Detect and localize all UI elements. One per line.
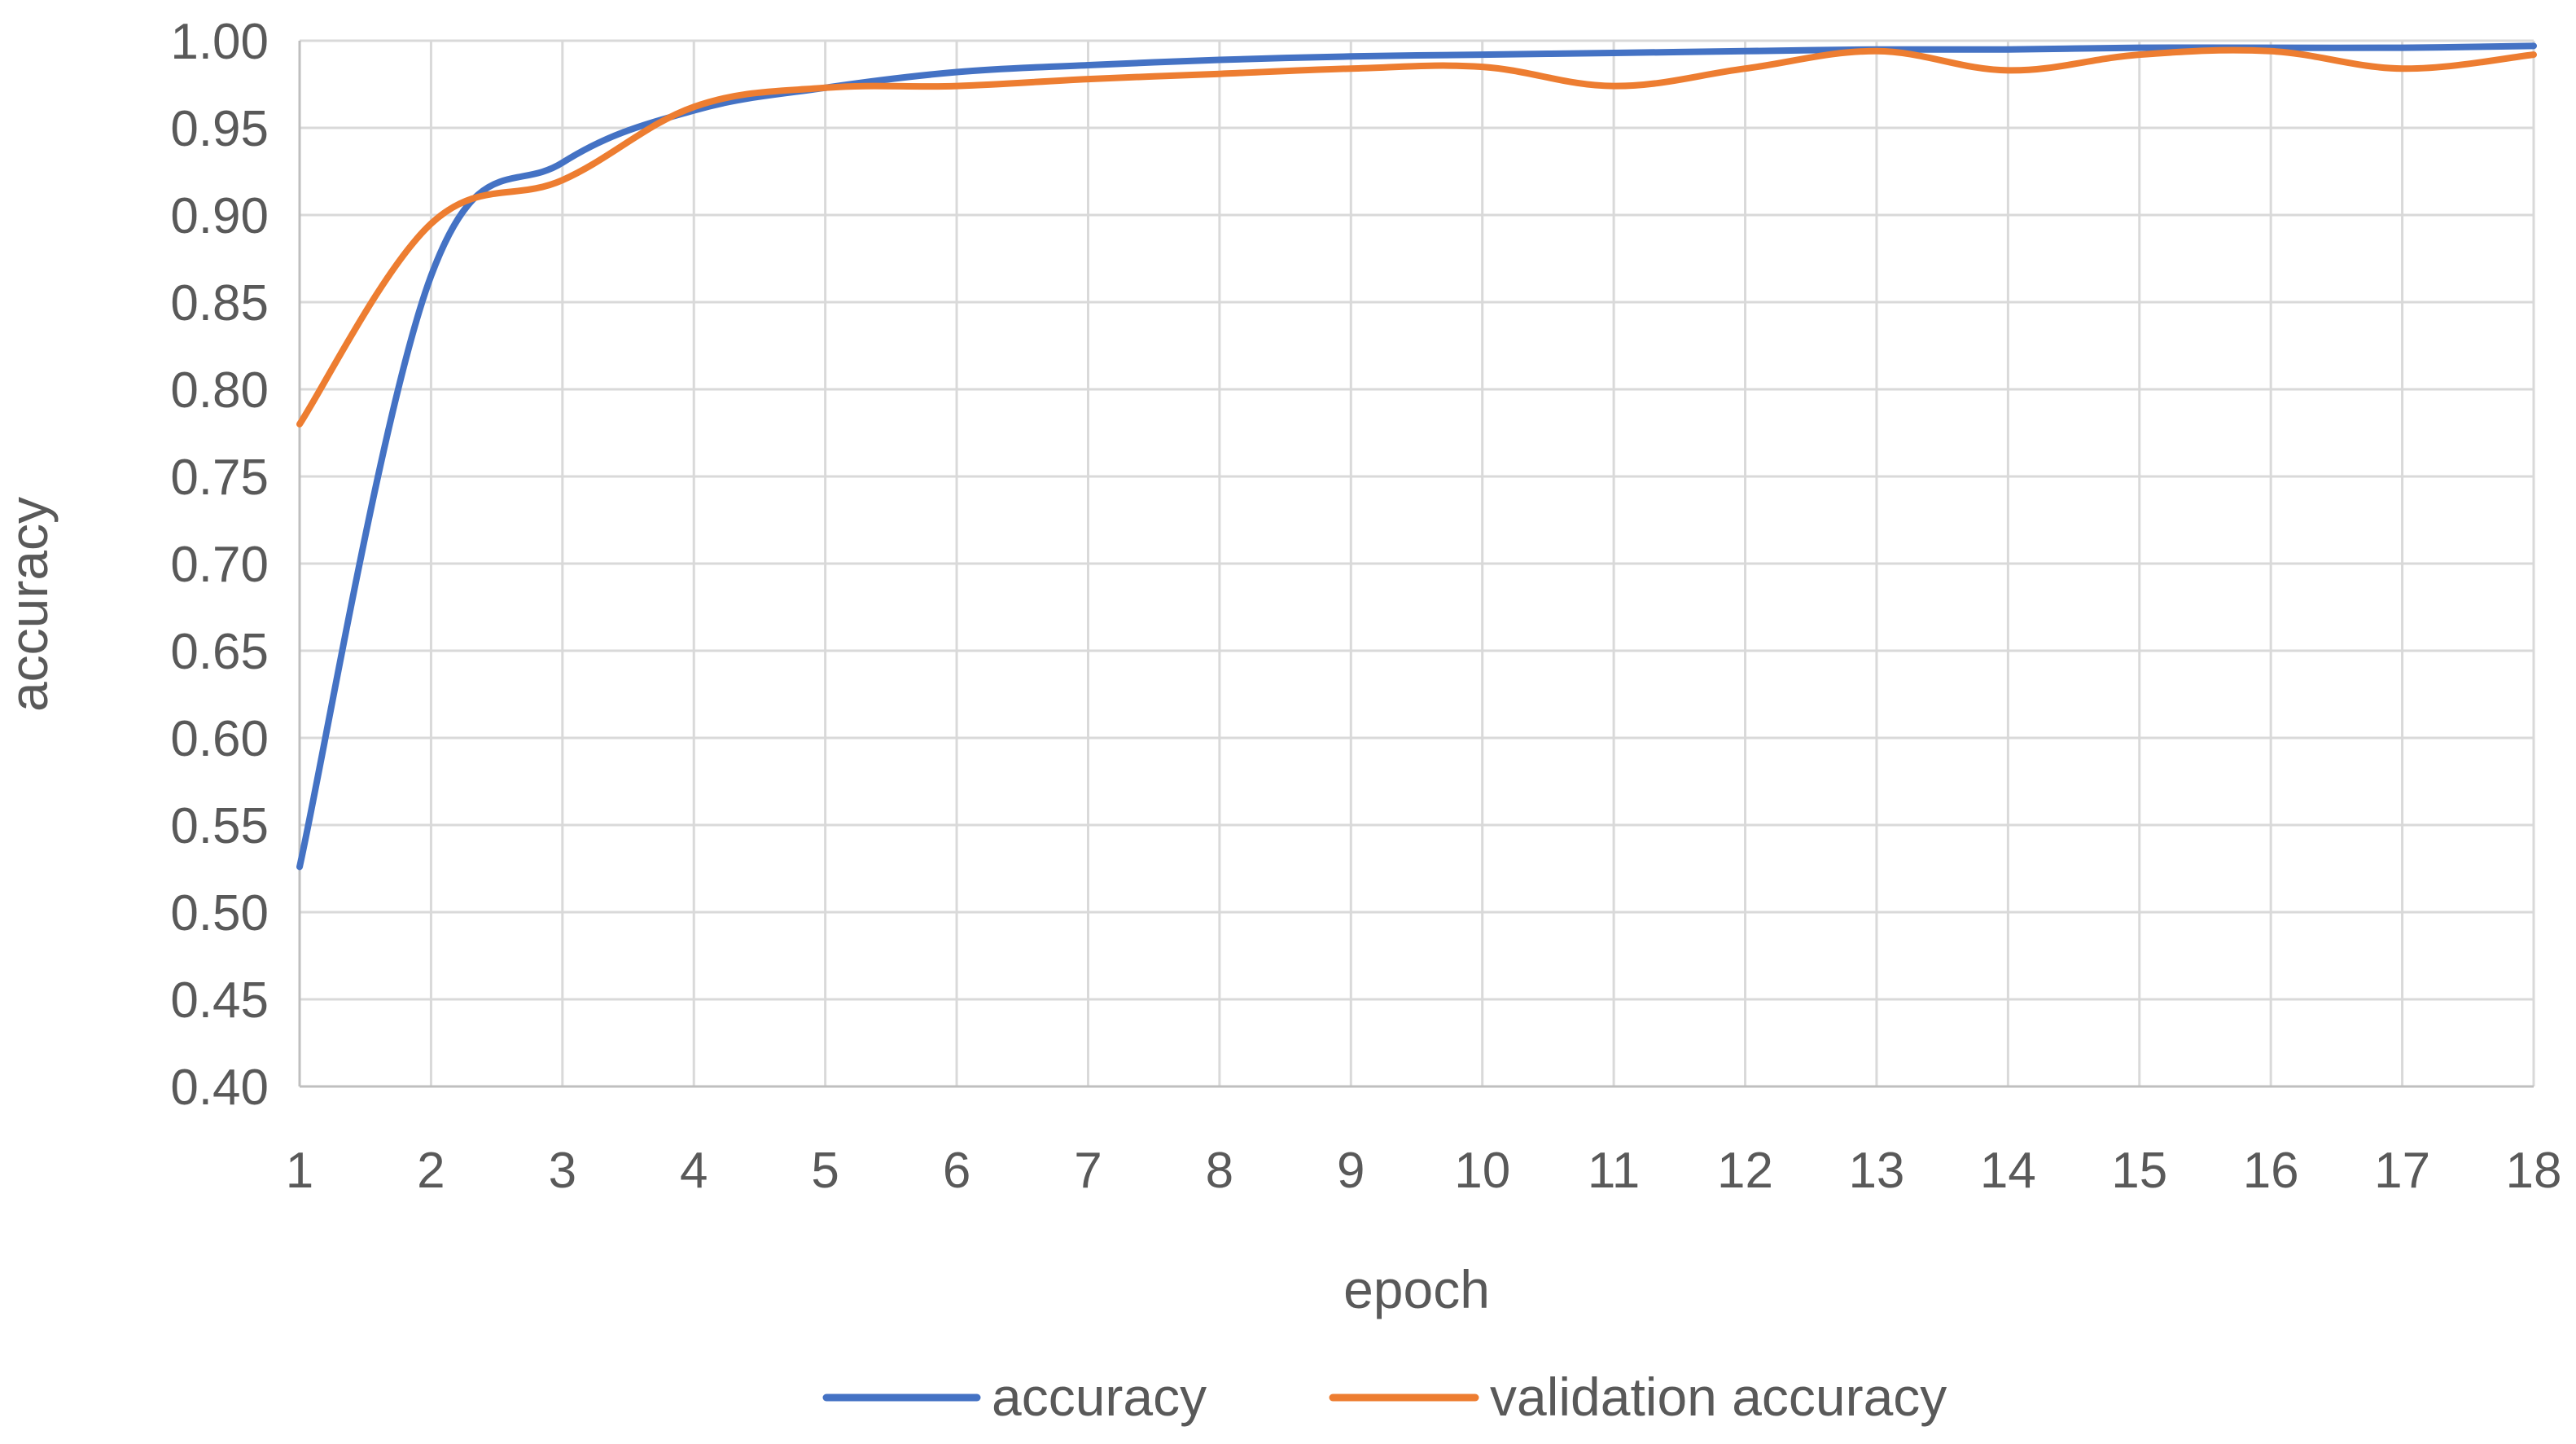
x-tick-label: 15 xyxy=(2111,1143,2167,1199)
x-tick-label: 10 xyxy=(1454,1143,1510,1199)
x-tick-labels: 1 2 3 4 5 6 7 8 9 10 11 12 13 14 15 16 17 18 xyxy=(286,1143,2562,1199)
legend-item-accuracy: accuracy xyxy=(822,1367,1207,1427)
y-tick-label: 0.40 xyxy=(170,1060,269,1116)
x-tick-label: 1 xyxy=(286,1143,313,1199)
y-tick-label: 0.45 xyxy=(170,972,269,1029)
y-tick-label: 0.80 xyxy=(170,362,269,419)
y-axis-title: accuracy xyxy=(0,497,59,712)
y-tick-label: 0.90 xyxy=(170,188,269,244)
y-tick-label: 0.95 xyxy=(170,101,269,157)
axes xyxy=(298,41,2534,1088)
x-tick-label: 7 xyxy=(1074,1143,1102,1199)
x-tick-label: 8 xyxy=(1206,1143,1233,1199)
y-tick-label: 0.70 xyxy=(170,537,269,593)
x-tick-label: 3 xyxy=(549,1143,576,1199)
y-tick-labels: 0.40 0.45 0.50 0.55 0.60 0.65 0.70 0.75 0.80 0.85… xyxy=(170,14,269,1116)
y-tick-label: 0.55 xyxy=(170,798,269,854)
gridlines xyxy=(300,39,2535,1086)
legend-label-validation-accuracy: validation accuracy xyxy=(1490,1367,1947,1427)
legend-label-accuracy: accuracy xyxy=(992,1367,1207,1427)
y-tick-label: 0.60 xyxy=(170,711,269,767)
x-tick-label: 5 xyxy=(811,1143,839,1199)
y-tick-label: 0.65 xyxy=(170,624,269,680)
y-tick-label: 0.75 xyxy=(170,450,269,506)
y-tick-label: 1.00 xyxy=(170,14,269,70)
series-line-accuracy xyxy=(296,42,2537,871)
legend-item-validation-accuracy: validation accuracy xyxy=(1329,1367,1947,1427)
x-axis-title: epoch xyxy=(1343,1259,1490,1319)
x-tick-label: 16 xyxy=(2243,1143,2299,1199)
x-tick-label: 18 xyxy=(2506,1143,2562,1199)
x-tick-label: 14 xyxy=(1980,1143,2036,1199)
x-tick-label: 17 xyxy=(2374,1143,2430,1199)
legend: accuracy validation accuracy xyxy=(822,1367,1947,1427)
series-lines xyxy=(296,42,2537,871)
x-tick-label: 2 xyxy=(417,1143,445,1199)
x-tick-label: 9 xyxy=(1337,1143,1365,1199)
x-tick-label: 11 xyxy=(1588,1143,1640,1199)
x-tick-label: 4 xyxy=(680,1143,708,1199)
y-tick-label: 0.50 xyxy=(170,885,269,941)
x-tick-label: 12 xyxy=(1717,1143,1773,1199)
series-line-validation-accuracy xyxy=(296,46,2537,428)
x-tick-label: 6 xyxy=(943,1143,970,1199)
y-tick-label: 0.85 xyxy=(170,275,269,331)
x-tick-label: 13 xyxy=(1848,1143,1904,1199)
